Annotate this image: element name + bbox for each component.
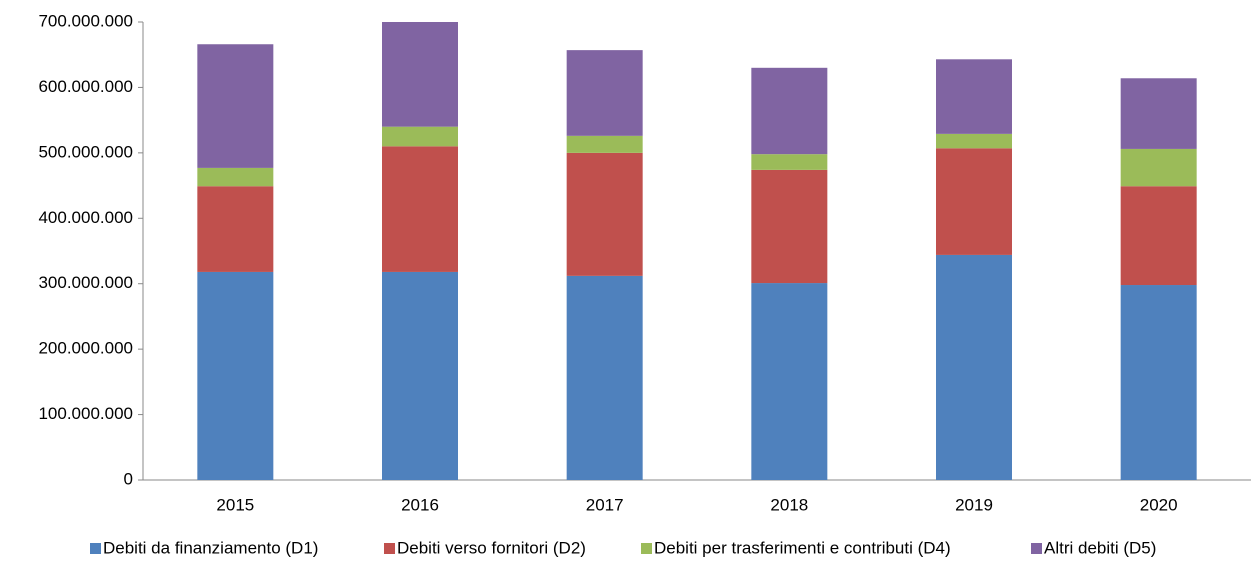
y-tick-label: 200.000.000 bbox=[38, 339, 133, 358]
y-tick-label: 0 bbox=[124, 469, 133, 488]
bar-segment bbox=[382, 271, 458, 480]
bar-segment bbox=[382, 146, 458, 272]
legend-label: Debiti per trasferimenti e contributi (D… bbox=[654, 538, 951, 557]
bar-segment bbox=[936, 254, 1012, 480]
bar-segment bbox=[751, 169, 828, 284]
y-tick-label: 400.000.000 bbox=[38, 208, 133, 227]
bar-segment bbox=[936, 148, 1012, 255]
x-tick-label: 2020 bbox=[1140, 495, 1178, 514]
x-tick-label: 2015 bbox=[216, 495, 254, 514]
bar-segment bbox=[936, 133, 1012, 149]
bar-segment bbox=[566, 152, 643, 276]
bar-segment bbox=[382, 22, 458, 127]
y-tick-label: 600.000.000 bbox=[38, 77, 133, 96]
legend-swatch bbox=[641, 543, 652, 554]
bar-segment bbox=[566, 135, 643, 153]
bar-segment bbox=[936, 59, 1012, 134]
legend-swatch bbox=[90, 543, 101, 554]
legend-swatch bbox=[384, 543, 395, 554]
legend-swatch bbox=[1031, 543, 1042, 554]
y-tick-label: 500.000.000 bbox=[38, 142, 133, 161]
bar-segment bbox=[197, 44, 274, 168]
x-tick-label: 2016 bbox=[401, 495, 439, 514]
y-tick-label: 300.000.000 bbox=[38, 273, 133, 292]
y-tick-label: 100.000.000 bbox=[38, 404, 133, 423]
y-tick-label: 700.000.000 bbox=[38, 11, 133, 30]
bar-segment bbox=[751, 154, 828, 170]
bar-segment bbox=[197, 167, 274, 187]
bar-segment bbox=[197, 271, 274, 480]
bar-segment bbox=[1120, 78, 1197, 149]
bar-segment bbox=[566, 50, 643, 136]
bar-segment bbox=[1120, 186, 1197, 286]
legend-label: Debiti verso fornitori (D2) bbox=[397, 538, 586, 557]
x-tick-label: 2017 bbox=[586, 495, 624, 514]
x-tick-label: 2019 bbox=[955, 495, 993, 514]
bar-segment bbox=[751, 67, 828, 155]
bar-segment bbox=[566, 275, 643, 480]
bar-segment bbox=[197, 186, 274, 272]
bar-segment bbox=[382, 126, 458, 147]
x-tick-label: 2018 bbox=[770, 495, 808, 514]
bar-segment bbox=[1120, 285, 1197, 480]
bar-segment bbox=[1120, 148, 1197, 187]
legend-label: Altri debiti (D5) bbox=[1044, 538, 1156, 557]
bar-segment bbox=[751, 283, 828, 480]
legend-label: Debiti da finanziamento (D1) bbox=[103, 538, 318, 557]
